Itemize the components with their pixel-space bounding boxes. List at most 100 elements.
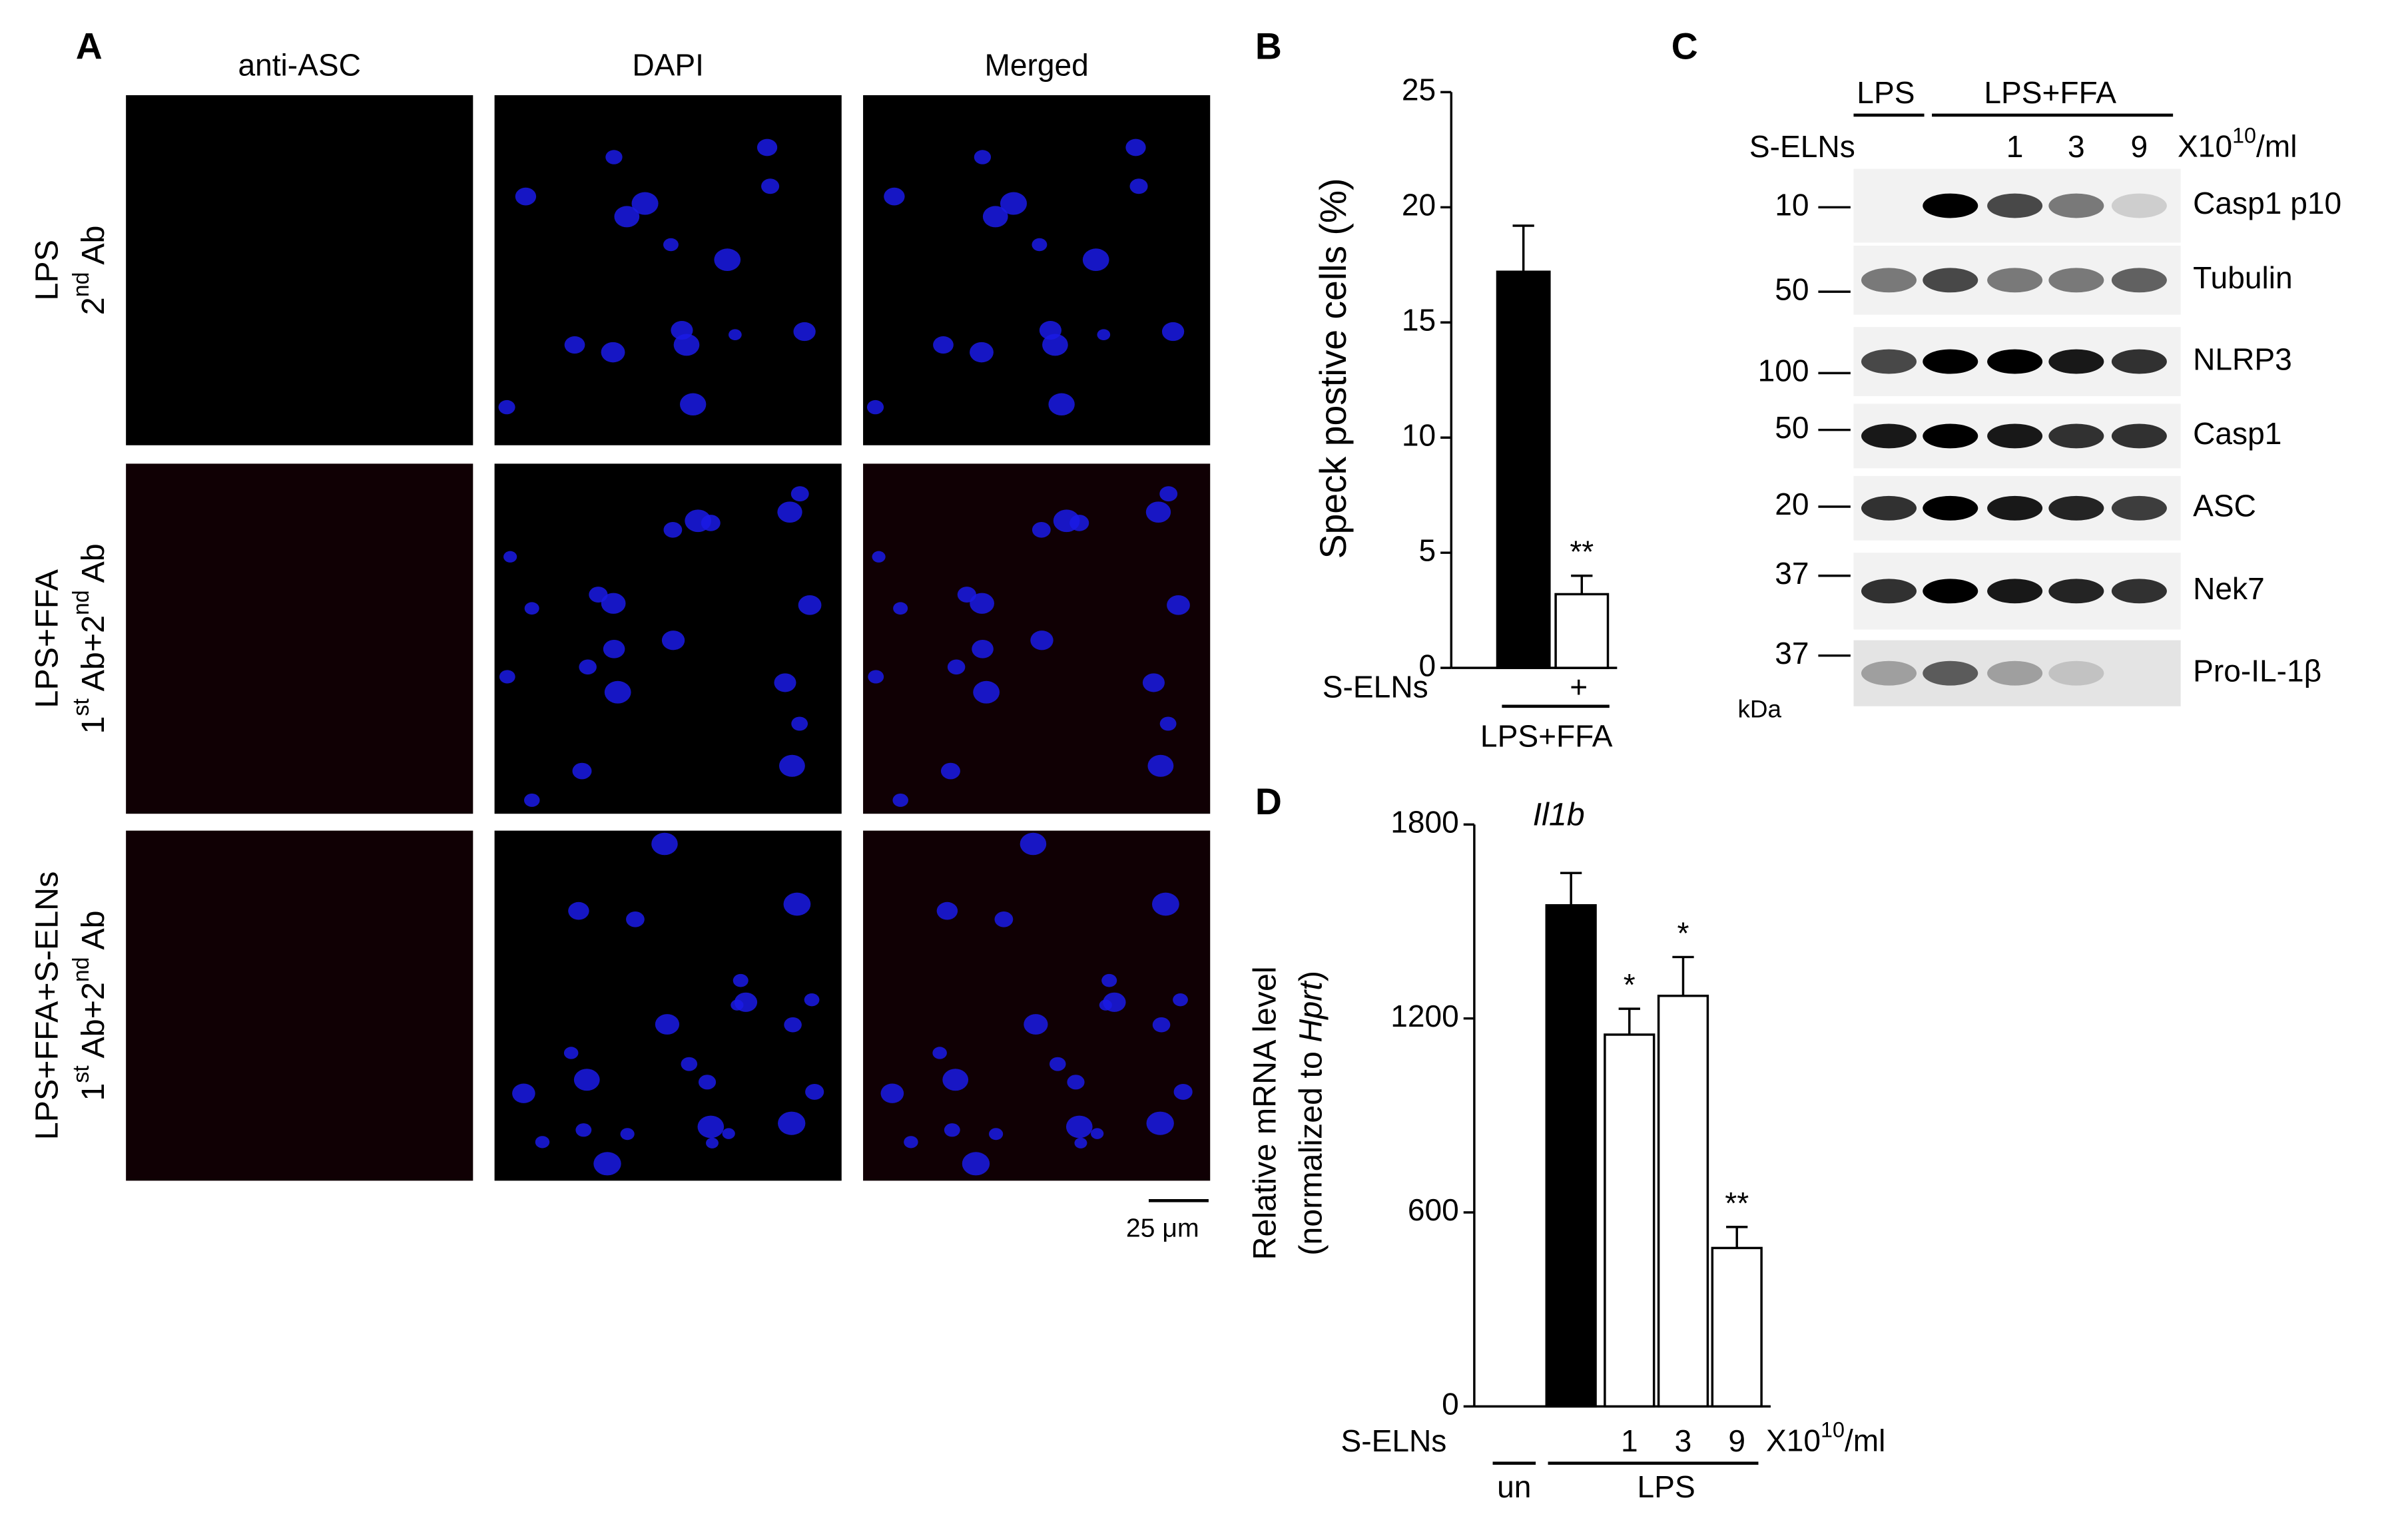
- nucleus: [1030, 631, 1054, 650]
- bar: [1604, 1033, 1656, 1408]
- y-tick-label: 600: [1408, 1192, 1459, 1227]
- blot-band: [1987, 495, 2043, 521]
- row-label: 2nd Ab: [69, 226, 111, 316]
- bar: [1711, 1246, 1763, 1408]
- blot-band: [1987, 660, 2043, 686]
- nucleus: [1065, 1115, 1093, 1139]
- row-label: 1st Ab+2nd Ab: [69, 910, 111, 1101]
- nucleus: [1167, 595, 1190, 615]
- micrograph: [126, 463, 473, 814]
- nucleus: [614, 206, 640, 228]
- nucleus: [1101, 973, 1117, 987]
- nucleus: [1099, 999, 1112, 1011]
- blot-band: [2048, 495, 2104, 521]
- nucleus: [572, 762, 592, 780]
- nucleus: [866, 399, 884, 415]
- nucleus: [1024, 1014, 1048, 1035]
- nucleus: [880, 1083, 904, 1103]
- lane-label: 9: [2131, 129, 2148, 164]
- nucleus: [1159, 486, 1178, 502]
- micrograph: [126, 95, 473, 445]
- nucleus: [872, 551, 886, 563]
- nucleus: [568, 901, 589, 920]
- nucleus: [1173, 993, 1188, 1007]
- group-label: LPS: [1857, 75, 1915, 110]
- error-bar: [1672, 955, 1694, 996]
- x-tick-label: +: [1570, 670, 1588, 704]
- column-header: anti-ASC: [238, 48, 361, 83]
- marker-label: 50: [1775, 410, 1809, 445]
- marker-unit: kDa: [1738, 695, 1782, 722]
- row-label-part: Ab: [75, 543, 111, 590]
- nucleus: [970, 342, 994, 363]
- micrograph: [863, 95, 1211, 445]
- blot-band: [2048, 660, 2104, 686]
- nucleus: [714, 248, 741, 272]
- nucleus: [620, 1128, 635, 1141]
- marker-label: 20: [1775, 487, 1809, 521]
- nucleus: [698, 1075, 717, 1090]
- row-label-part: nd: [69, 590, 94, 615]
- group-label: LPS+FFA: [1984, 75, 2116, 110]
- row-label-part: Ab+2: [75, 982, 111, 1065]
- nucleus: [603, 639, 625, 658]
- nucleus: [972, 639, 994, 658]
- x-tick-label: 9: [1728, 1423, 1745, 1458]
- marker-label: 10: [1775, 188, 1809, 222]
- nucleus: [512, 1083, 535, 1103]
- bar: [1496, 270, 1551, 669]
- nucleus: [535, 1136, 550, 1148]
- blot-band: [1987, 268, 2043, 293]
- nucleus: [722, 1128, 735, 1139]
- blot-band: [1861, 660, 1917, 686]
- nucleus: [564, 336, 585, 354]
- blot-band: [2111, 193, 2167, 218]
- unit-label: X1010/ml: [1766, 1417, 1885, 1458]
- row-label-part: Ab+2: [75, 615, 111, 698]
- nucleus: [756, 138, 778, 156]
- chart-title: Il1b: [1533, 797, 1585, 833]
- nucleus: [761, 178, 780, 194]
- nucleus: [499, 670, 515, 684]
- blot-label: NLRP3: [2193, 342, 2292, 376]
- blot-band: [2111, 579, 2167, 604]
- row-label-part: 2: [75, 297, 111, 315]
- blot-band: [2048, 579, 2104, 604]
- panel-label: A: [76, 25, 103, 67]
- blot-label: Pro-IL-1β: [2193, 653, 2321, 688]
- row-label: S-ELNs: [1323, 670, 1428, 704]
- panel-label: C: [1671, 25, 1698, 67]
- nucleus: [774, 673, 796, 692]
- blot-label: Casp1: [2193, 416, 2281, 451]
- row-label-part: nd: [69, 957, 94, 982]
- blot-label: Nek7: [2193, 571, 2265, 606]
- blot-band: [1923, 495, 1978, 521]
- nucleus: [1049, 1057, 1066, 1071]
- nucleus: [798, 595, 822, 615]
- nucleus: [523, 793, 540, 807]
- nucleus: [661, 631, 685, 650]
- row-label-part: nd: [69, 272, 94, 298]
- group-label: un: [1497, 1469, 1531, 1504]
- nucleus: [778, 754, 805, 777]
- y-tick-label: 10: [1402, 417, 1436, 452]
- nucleus: [994, 911, 1014, 927]
- nucleus: [1048, 393, 1075, 416]
- nucleus: [947, 659, 966, 675]
- scale-bar-label: 25 μm: [1126, 1214, 1199, 1243]
- bar: [1554, 593, 1610, 669]
- row-label-part: st: [69, 698, 94, 716]
- blot-band: [1923, 193, 1978, 218]
- nucleus: [503, 551, 517, 563]
- lane-label: 1: [2006, 129, 2024, 164]
- micrograph: [494, 95, 842, 445]
- nucleus: [1082, 248, 1109, 272]
- unit-label-part: /ml: [2256, 129, 2297, 164]
- nucleus: [868, 670, 884, 684]
- nucleus: [1129, 178, 1148, 194]
- nucleus: [1151, 892, 1179, 916]
- nucleus: [805, 1084, 824, 1100]
- y-axis-label-part: (normalized to: [1293, 1043, 1329, 1256]
- blot-band: [2111, 423, 2167, 449]
